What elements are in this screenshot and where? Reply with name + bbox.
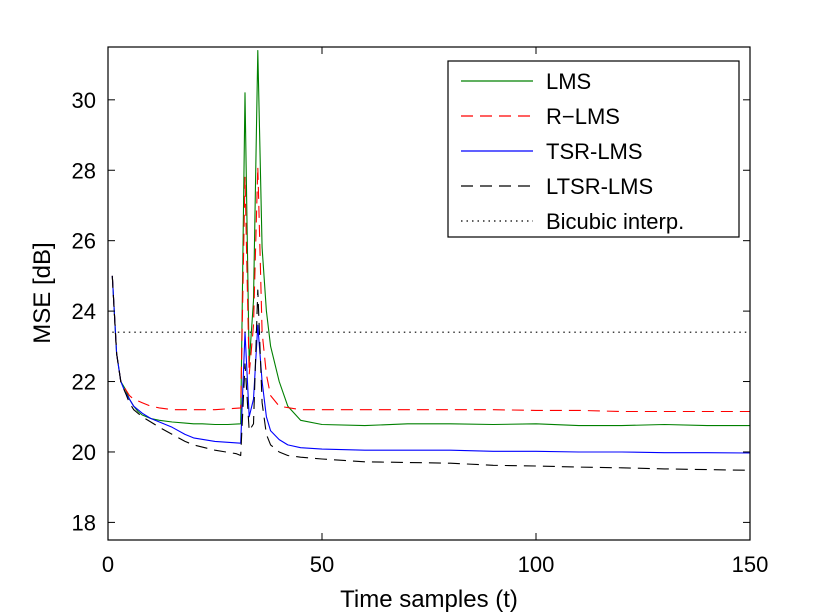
- y-tick-label-6: 30: [72, 88, 96, 113]
- x-tick-label-3: 150: [732, 552, 769, 577]
- x-axis-title: Time samples (t): [340, 586, 518, 613]
- series-line-0: [111, 49, 750, 427]
- y-axis-title: MSE [dB]: [29, 242, 56, 343]
- legend-label-3: LTSR-LMS: [546, 174, 653, 199]
- x-tick-label-0: 0: [102, 552, 114, 577]
- series-line-2: [111, 275, 751, 454]
- y-tick-label-5: 28: [72, 158, 96, 183]
- y-tick-label-0: 18: [72, 510, 96, 535]
- y-tick-label-2: 22: [72, 370, 96, 395]
- legend-label-1: R−LMS: [546, 104, 620, 129]
- legend-label-4: Bicubic interp.: [546, 209, 684, 234]
- legend-box: [447, 60, 740, 238]
- y-tick-label-4: 26: [72, 229, 96, 254]
- series-line-1: [111, 166, 750, 413]
- x-tick-label-1: 50: [310, 552, 334, 577]
- series-layer: [111, 49, 751, 471]
- x-tick-label-2: 100: [518, 552, 555, 577]
- plot-frame: [107, 46, 751, 541]
- y-tick-label-3: 24: [72, 299, 96, 324]
- ticks-layer: 0 50 100 150 18 20 22 24 26 28 30: [72, 47, 769, 577]
- legend-label-2: TSR-LMS: [546, 139, 643, 164]
- legend: LMS R−LMS TSR-LMS LTSR-LMS Bicubic interp.: [447, 60, 740, 238]
- legend-label-0: LMS: [546, 69, 591, 94]
- y-tick-label-1: 20: [72, 440, 96, 465]
